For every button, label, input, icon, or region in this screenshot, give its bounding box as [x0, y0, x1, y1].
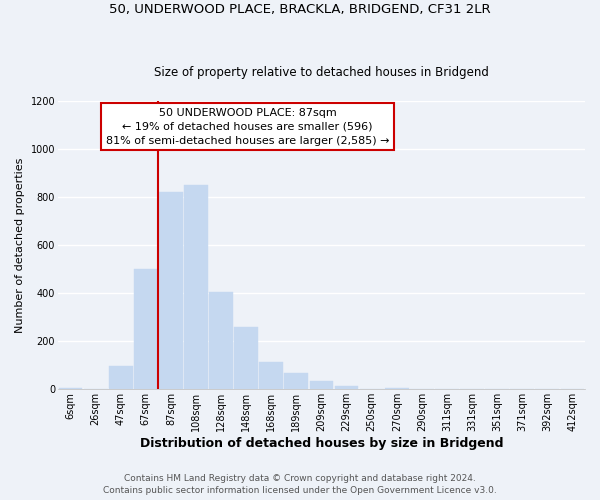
- Bar: [385, 388, 409, 390]
- Bar: [109, 366, 133, 390]
- Bar: [259, 362, 283, 390]
- X-axis label: Distribution of detached houses by size in Bridgend: Distribution of detached houses by size …: [140, 437, 503, 450]
- Bar: [234, 327, 258, 390]
- Text: Contains HM Land Registry data © Crown copyright and database right 2024.
Contai: Contains HM Land Registry data © Crown c…: [103, 474, 497, 495]
- Bar: [59, 388, 82, 390]
- Bar: [134, 269, 158, 390]
- Bar: [184, 184, 208, 390]
- Bar: [284, 373, 308, 390]
- Bar: [159, 192, 183, 390]
- Text: 50 UNDERWOOD PLACE: 87sqm
← 19% of detached houses are smaller (596)
81% of semi: 50 UNDERWOOD PLACE: 87sqm ← 19% of detac…: [106, 108, 389, 146]
- Bar: [209, 292, 233, 390]
- Text: 50, UNDERWOOD PLACE, BRACKLA, BRIDGEND, CF31 2LR: 50, UNDERWOOD PLACE, BRACKLA, BRIDGEND, …: [109, 2, 491, 16]
- Title: Size of property relative to detached houses in Bridgend: Size of property relative to detached ho…: [154, 66, 489, 78]
- Bar: [310, 381, 334, 390]
- Y-axis label: Number of detached properties: Number of detached properties: [15, 157, 25, 332]
- Bar: [335, 386, 358, 390]
